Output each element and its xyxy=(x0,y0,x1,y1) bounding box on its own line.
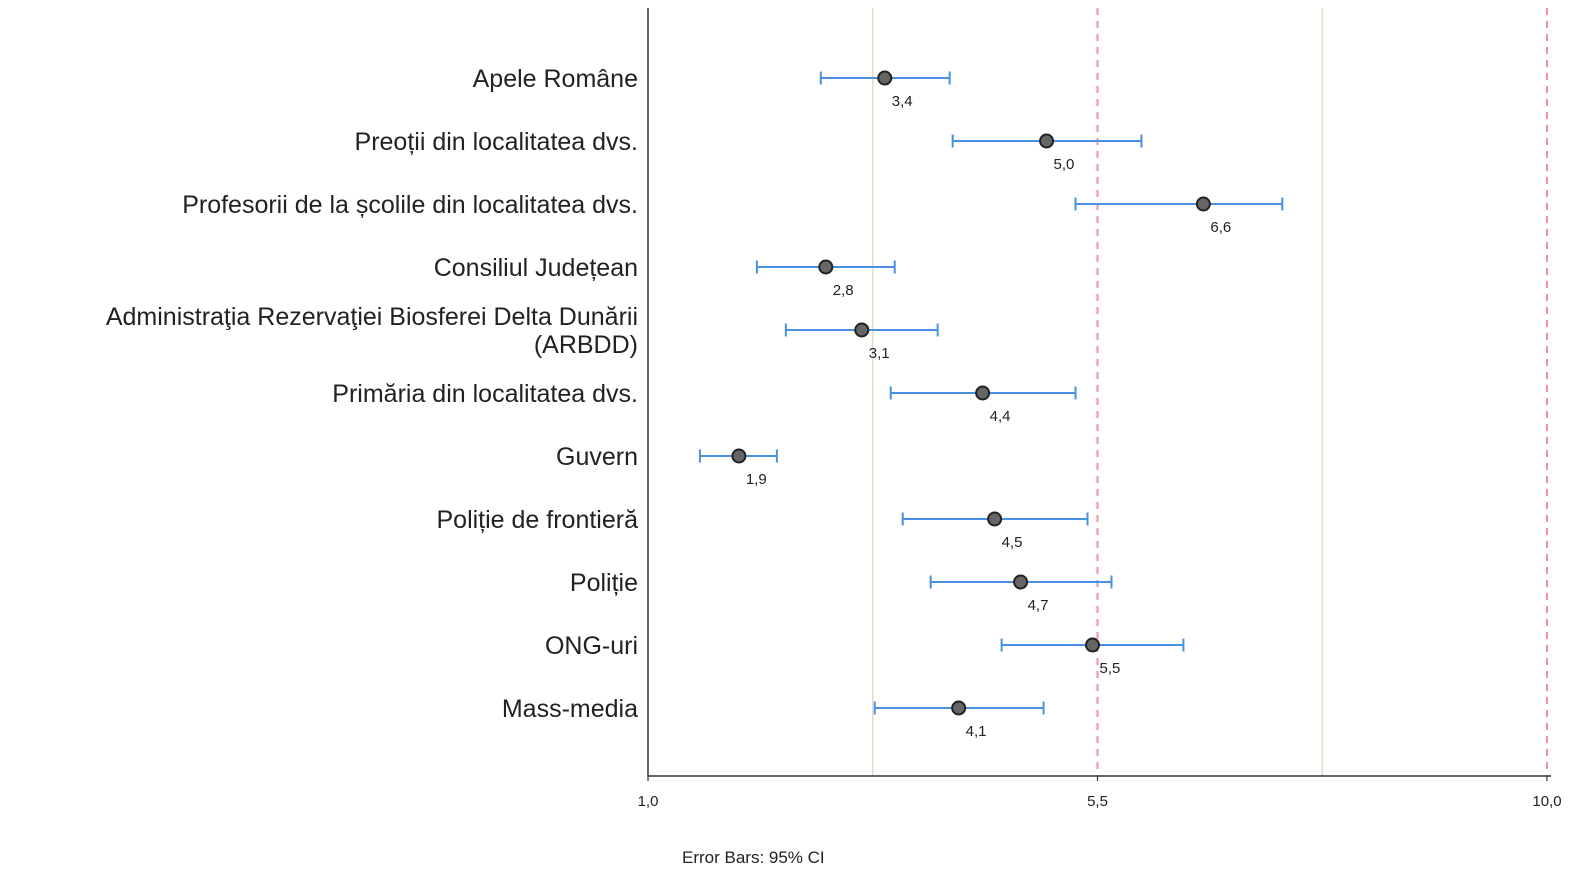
mean-marker-8 xyxy=(1013,574,1029,590)
data-point-4: 3,1 xyxy=(784,322,939,362)
data-label-3: 2,8 xyxy=(833,282,854,299)
mean-marker-3 xyxy=(818,259,834,275)
data-point-7: 4,5 xyxy=(901,511,1089,551)
mean-marker-4 xyxy=(854,322,870,338)
mean-marker-2 xyxy=(1195,196,1211,212)
data-label-4: 3,1 xyxy=(869,345,890,362)
data-point-8: 4,7 xyxy=(929,574,1113,614)
category-label-3: Consiliul Județean xyxy=(434,254,638,282)
series-marks: 3,4 5,0 6,6 2,8 3,1 4,4 1,9 4,5 4,7 5,5 4,1 xyxy=(698,70,1284,740)
data-label-8: 4,7 xyxy=(1028,597,1049,614)
category-label-7: Poliție de frontieră xyxy=(436,506,638,534)
data-label-2: 6,6 xyxy=(1210,219,1231,236)
footnote: Error Bars: 95% CI xyxy=(682,848,825,867)
category-label-5: Primăria din localitatea dvs. xyxy=(332,380,638,408)
data-label-10: 4,1 xyxy=(966,723,987,740)
data-point-3: 2,8 xyxy=(755,259,896,299)
mean-marker-5 xyxy=(975,385,991,401)
category-label-10: Mass-media xyxy=(502,695,638,723)
data-label-7: 4,5 xyxy=(1002,534,1023,551)
data-point-0: 3,4 xyxy=(819,70,951,110)
category-labels: Apele Române Preoții din localitatea dvs.… xyxy=(106,65,638,723)
x-tick-label-0: 1,0 xyxy=(638,793,659,810)
category-label-8: Poliție xyxy=(570,569,638,597)
mean-marker-10 xyxy=(951,700,967,716)
x-axis-ticks: 1,0 5,5 10,0 xyxy=(638,776,1562,810)
data-label-9: 5,5 xyxy=(1100,660,1121,677)
x-tick-label-1: 5,5 xyxy=(1087,793,1108,810)
category-label-9: ONG-uri xyxy=(545,632,638,660)
data-label-5: 4,4 xyxy=(990,408,1011,425)
x-tick-label-2: 10,0 xyxy=(1532,793,1561,810)
mean-marker-9 xyxy=(1085,637,1101,653)
mean-marker-0 xyxy=(877,70,893,86)
data-label-1: 5,0 xyxy=(1054,156,1075,173)
data-point-9: 5,5 xyxy=(1000,637,1185,677)
data-label-0: 3,4 xyxy=(892,93,913,110)
category-label-4: Administraţia Rezervaţiei Biosferei Delt… xyxy=(106,303,638,359)
category-label-0: Apele Române xyxy=(473,65,638,93)
mean-marker-7 xyxy=(987,511,1003,527)
mean-marker-6 xyxy=(731,448,747,464)
category-label-2: Profesorii de la școlile din localitatea… xyxy=(182,191,638,219)
data-point-6: 1,9 xyxy=(698,448,778,488)
category-label-1: Preoții din localitatea dvs. xyxy=(355,128,638,156)
data-point-5: 4,4 xyxy=(889,385,1077,425)
data-label-6: 1,9 xyxy=(746,471,767,488)
data-point-2: 6,6 xyxy=(1074,196,1284,236)
mean-marker-1 xyxy=(1039,133,1055,149)
category-label-6: Guvern xyxy=(556,443,638,471)
data-point-1: 5,0 xyxy=(951,133,1143,173)
data-point-10: 4,1 xyxy=(873,700,1045,740)
axes xyxy=(647,8,1551,777)
